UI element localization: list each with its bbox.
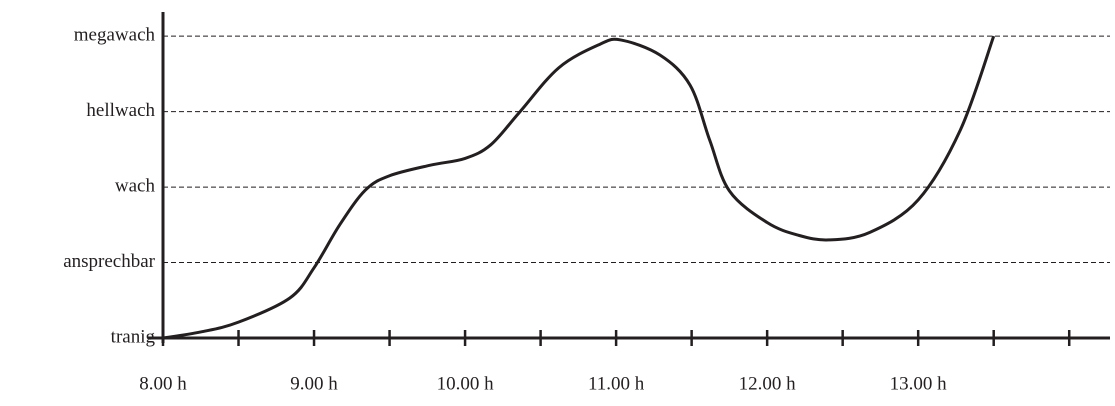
x-tick-label: 12.00 h <box>739 373 797 394</box>
y-tick-label: wach <box>115 175 156 196</box>
y-tick-label: ansprechbar <box>63 251 155 272</box>
y-tick-label: tranig <box>111 326 156 347</box>
x-tick-label: 10.00 h <box>437 373 495 394</box>
line <box>162 35 996 340</box>
y-tick-label: hellwach <box>86 100 155 121</box>
x-tick-label: 8.00 h <box>139 373 187 394</box>
x-tick-label: 11.00 h <box>588 373 645 394</box>
x-tick-label: 9.00 h <box>290 373 338 394</box>
x-tick-label: 13.00 h <box>890 373 948 394</box>
y-tick-label: megawach <box>74 25 156 46</box>
